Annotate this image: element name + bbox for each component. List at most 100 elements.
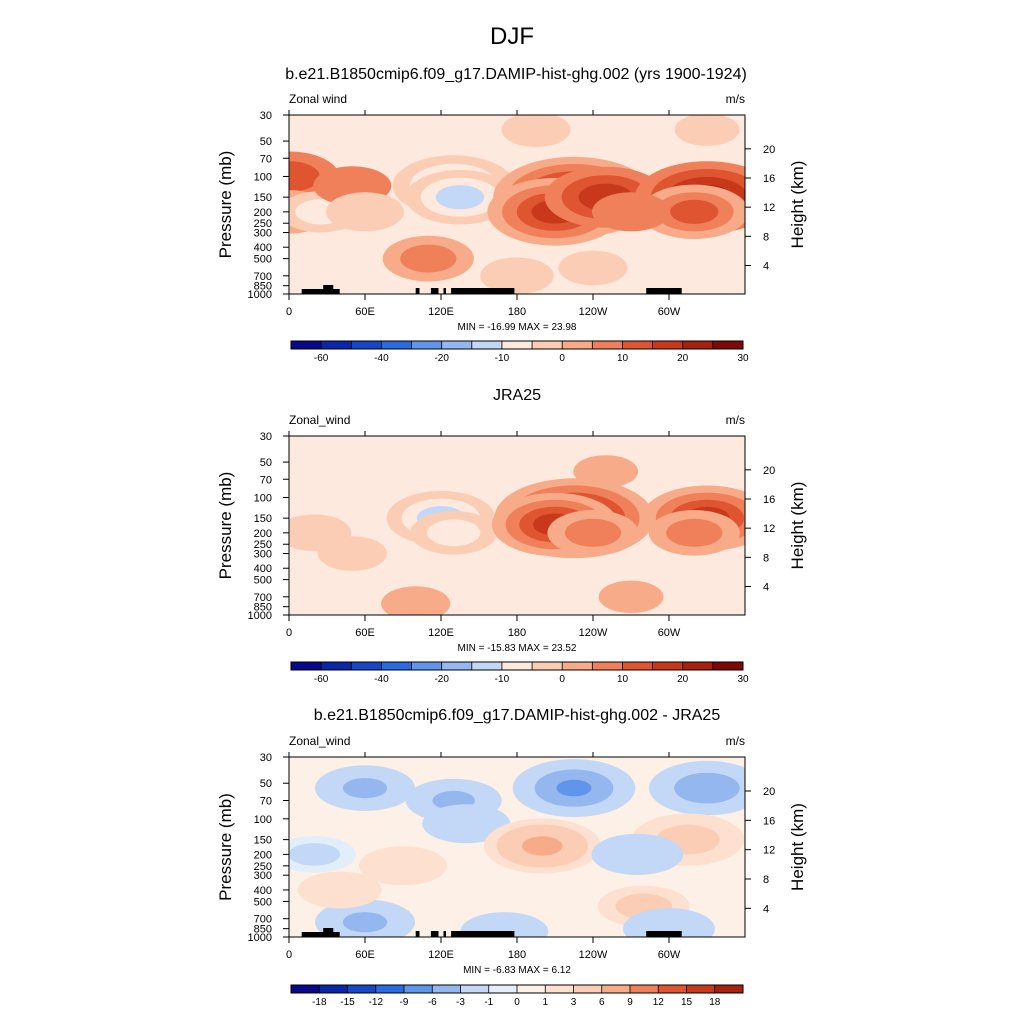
panel-1-ytick-label-4: 100 (254, 171, 272, 183)
panel-3-colorbar-swatch-13 (630, 985, 659, 993)
panel-3-field-blob-6-4 (522, 836, 563, 856)
panel-1-ytick-label-12: 850 (254, 281, 272, 293)
panel-3-ytick-label-10: 500 (254, 896, 272, 908)
panel-1-colorbar-label-7: 20 (677, 353, 689, 364)
panel-2-colorbar-label-3: -20 (434, 674, 449, 685)
panel-1-colorbar-swatch-13 (652, 341, 684, 349)
panel-1-topography-block-2 (323, 285, 334, 294)
panel-1-xtick-label-5: 120W (579, 306, 608, 318)
panel-2-colorbar-swatch-14 (682, 662, 714, 670)
panel-2-xtick-label-4: 180 (508, 627, 526, 639)
panel-3-topography (301, 928, 682, 937)
panel-2-ytick-label-4: 100 (254, 492, 272, 504)
panel-2-colorbar-swatch-3 (351, 662, 382, 670)
panel-2-colorbar-swatch-11 (592, 662, 623, 670)
panel-1-field-blob-14-1 (592, 192, 670, 232)
panel-3-colorbar-label-13: 12 (653, 997, 665, 1008)
panel-3-variable-label: Zonal_wind (289, 734, 350, 748)
panel-3-colorbar-swatch-1 (291, 985, 320, 993)
panel-3-colorbar-label-11: 6 (599, 997, 605, 1008)
panel-3-htick-label-5: 4 (763, 903, 769, 915)
panel-3-field-blob-5-2 (439, 811, 494, 836)
panel-1-xtick-label-6: 60W (658, 306, 681, 318)
panel-2-colorbar-swatch-4 (381, 662, 412, 670)
panel-3-ytick-label-2: 50 (260, 778, 272, 790)
panel-2-colorbar-label-4: -10 (495, 674, 510, 685)
panel-3-stats: MIN = -6.83 MAX = 6.12 (463, 965, 571, 976)
panel-3-htick-label-3: 12 (763, 845, 775, 857)
panel-1-htick-label-3: 12 (763, 202, 775, 214)
panel-1-htick-label-5: 4 (763, 261, 769, 273)
panel-1-colorbar-label-4: -10 (495, 353, 510, 364)
panel-2-title: JRA25 (493, 387, 541, 404)
panel-3-xtick-label-6: 60W (658, 949, 681, 961)
panel-1-colorbar: -60 -40 -20 -10 0 10 20 30 (290, 340, 749, 364)
panel-3-colorbar-swatch-11 (573, 985, 603, 993)
panel-2-htick-label-3: 12 (763, 523, 775, 535)
panel-2-colorbar-label-1: -60 (314, 674, 329, 685)
panel-2-colorbar-label-6: 10 (617, 674, 629, 685)
panel-2-colorbar-frame (290, 661, 744, 671)
panel-2-field-blob-7-2 (564, 518, 622, 547)
panel-3-title: b.e21.B1850cmip6.f09_g17.DAMIP-hist-ghg.… (314, 707, 721, 724)
panel-3-colorbar-label-10: 3 (571, 997, 577, 1008)
panel-1-colorbar-swatch-4 (381, 341, 412, 349)
panel-1-colorbar-swatch-11 (592, 341, 623, 349)
panel-2-htick-label-1: 20 (763, 465, 775, 477)
panel-3-colorbar-swatch-4 (375, 985, 405, 993)
panel-2-colorbar-swatch-1 (291, 662, 322, 670)
panel-1-field-blob-1-2 (289, 161, 320, 192)
panel-3-ytick-label-11: 700 (254, 914, 272, 926)
panel-2-ylabel-left: Pressure (mb) (216, 472, 235, 580)
panel-3-topography-block-2 (323, 928, 334, 937)
panel-3: b.e21.B1850cmip6.f09_g17.DAMIP-hist-ghg.… (216, 707, 807, 1008)
panel-3-topography-block-5 (443, 931, 446, 937)
panel-1-field-blob-13-3 (670, 199, 719, 224)
panel-2-colorbar-label-8: 30 (737, 674, 749, 685)
panel-3-ytick-label-13: 1000 (248, 932, 272, 944)
panel-1-field (289, 115, 745, 294)
panel-2-field (289, 455, 745, 615)
panel-1-ytick-label-6: 200 (254, 207, 272, 219)
panel-3-colorbar-label-14: 15 (681, 997, 693, 1008)
panel-3-topography-block-3 (415, 931, 420, 937)
panel-1-topography-block-6 (451, 288, 515, 294)
panel-2-colorbar-swatch-15 (712, 662, 744, 670)
panel-3-ytick-label-4: 100 (254, 814, 272, 826)
panel-2-ytick-label-8: 300 (254, 549, 272, 561)
panel-2-colorbar-label-2: -40 (374, 674, 389, 685)
panel-1-ytick-label-9: 400 (254, 242, 272, 254)
panel-3-colorbar-label-15: 18 (709, 997, 721, 1008)
panel-3-htick-label-2: 16 (763, 815, 775, 827)
panel-1-field-blob-15-1 (480, 257, 554, 294)
panel-1: b.e21.B1850cmip6.f09_g17.DAMIP-hist-ghg.… (216, 66, 807, 364)
panel-1-htick-label-4: 8 (763, 231, 769, 243)
panel-1-ytick-label-13: 1000 (248, 289, 272, 301)
panel-1-ytick-label-3: 70 (260, 153, 272, 165)
panel-3-ytick-label-6: 200 (254, 849, 272, 861)
panel-2-ytick-label-3: 70 (260, 474, 272, 486)
panel-3-field-blob-9-2 (375, 853, 431, 878)
panel-2-field-blob-9-2 (666, 518, 723, 547)
panel-3-colorbar-label-6: -3 (456, 997, 465, 1008)
panel-1-topography-block-3 (415, 288, 420, 294)
panel-3-colorbar-frame (290, 984, 744, 994)
panel-2-colorbar: -60 -40 -20 -10 0 10 20 30 (290, 661, 749, 685)
panel-3-topography-block-7 (646, 931, 682, 937)
panel-3-colorbar-label-7: -1 (484, 997, 493, 1008)
panel-3-htick-label-4: 8 (763, 874, 769, 886)
panel-3-colorbar-label-4: -9 (400, 997, 409, 1008)
panel-1-colorbar-label-5: 0 (559, 353, 565, 364)
panel-1-xtick-label-2: 60E (355, 306, 375, 318)
panel-1-topography-block-7 (646, 288, 682, 294)
panel-3-ytick-label-7: 250 (254, 861, 272, 873)
panel-1-ytick-label-10: 500 (254, 254, 272, 266)
panel-1-colorbar-swatch-10 (562, 341, 593, 349)
panel-1-colorbar-swatch-1 (291, 341, 322, 349)
panel-2-colorbar-swatch-9 (532, 662, 563, 670)
panel-2-field-blob-11-1 (598, 580, 664, 613)
panel-3-colorbar-swatch-16 (714, 985, 744, 993)
panel-3-colorbar-swatch-3 (347, 985, 377, 993)
panel-2-htick-label-5: 4 (763, 582, 769, 594)
